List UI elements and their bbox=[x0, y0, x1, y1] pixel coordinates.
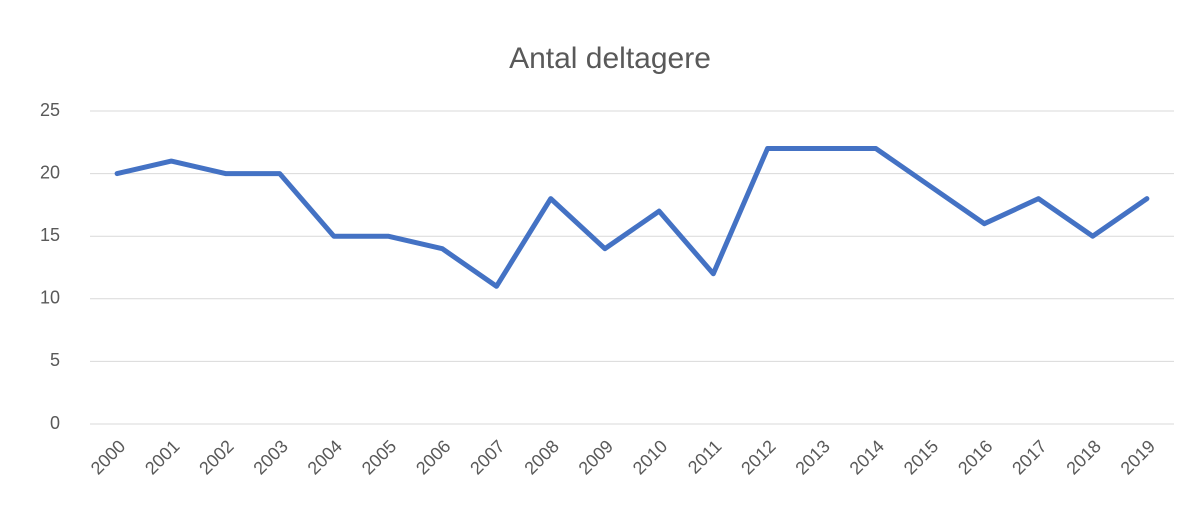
chart-title: Antal deltagere bbox=[509, 42, 711, 75]
y-tick-label: 5 bbox=[50, 350, 60, 370]
x-tick-label: 2013 bbox=[791, 436, 833, 478]
y-tick-label: 15 bbox=[40, 225, 60, 245]
x-tick-label: 2008 bbox=[520, 436, 562, 478]
y-tick-label: 0 bbox=[50, 413, 60, 433]
x-tick-label: 2010 bbox=[629, 436, 671, 478]
x-tick-label: 2007 bbox=[466, 436, 508, 478]
x-tick-label: 2002 bbox=[195, 436, 237, 478]
x-tick-label: 2000 bbox=[87, 436, 129, 478]
x-tick-label: 2004 bbox=[304, 436, 346, 478]
y-tick-label: 10 bbox=[40, 288, 60, 308]
x-tick-label: 2012 bbox=[737, 436, 779, 478]
x-tick-label: 2011 bbox=[684, 436, 726, 478]
x-tick-label: 2003 bbox=[249, 436, 291, 478]
x-tick-label: 2018 bbox=[1062, 436, 1104, 478]
x-tick-label: 2014 bbox=[846, 436, 888, 478]
y-tick-label: 25 bbox=[40, 100, 60, 120]
x-tick-label: 2015 bbox=[900, 436, 942, 478]
x-tick-label: 2001 bbox=[141, 436, 183, 478]
x-tick-label: 2009 bbox=[575, 436, 617, 478]
x-tick-label: 2006 bbox=[412, 436, 454, 478]
x-tick-label: 2019 bbox=[1117, 436, 1159, 478]
data-line bbox=[114, 146, 1150, 289]
y-tick-label: 20 bbox=[40, 162, 60, 182]
x-tick-label: 2016 bbox=[954, 436, 996, 478]
x-tick-label: 2017 bbox=[1008, 436, 1050, 478]
x-tick-label: 2005 bbox=[358, 436, 400, 478]
